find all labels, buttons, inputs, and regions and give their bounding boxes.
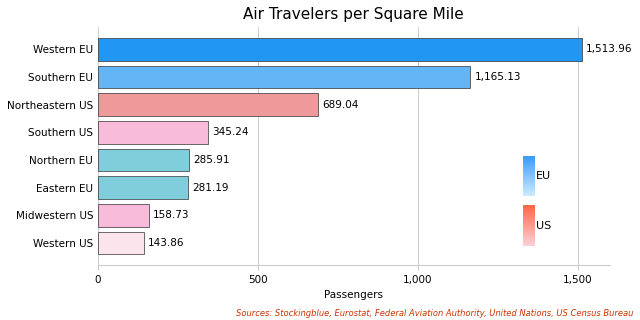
Text: Sources: Stockingblue, Eurostat, Federal Aviation Authority, United Nations, US : Sources: Stockingblue, Eurostat, Federal… [236, 309, 634, 318]
Bar [98, 93, 318, 116]
X-axis label: Passengers: Passengers [324, 290, 383, 300]
Text: 285.91: 285.91 [193, 155, 230, 165]
Text: 345.24: 345.24 [212, 127, 249, 137]
Text: 281.19: 281.19 [192, 183, 228, 193]
Text: 158.73: 158.73 [152, 210, 189, 220]
Text: 1,513.96: 1,513.96 [586, 44, 632, 54]
Title: Air Travelers per Square Mile: Air Travelers per Square Mile [243, 7, 464, 22]
Bar [98, 148, 189, 171]
Bar [98, 176, 188, 199]
Bar [98, 231, 144, 254]
Text: 689.04: 689.04 [322, 100, 358, 110]
Bar [98, 204, 148, 227]
Text: 1,165.13: 1,165.13 [474, 72, 521, 82]
Text: 143.86: 143.86 [148, 238, 184, 248]
Bar [98, 121, 209, 144]
Bar [98, 66, 470, 88]
Bar [98, 38, 582, 61]
